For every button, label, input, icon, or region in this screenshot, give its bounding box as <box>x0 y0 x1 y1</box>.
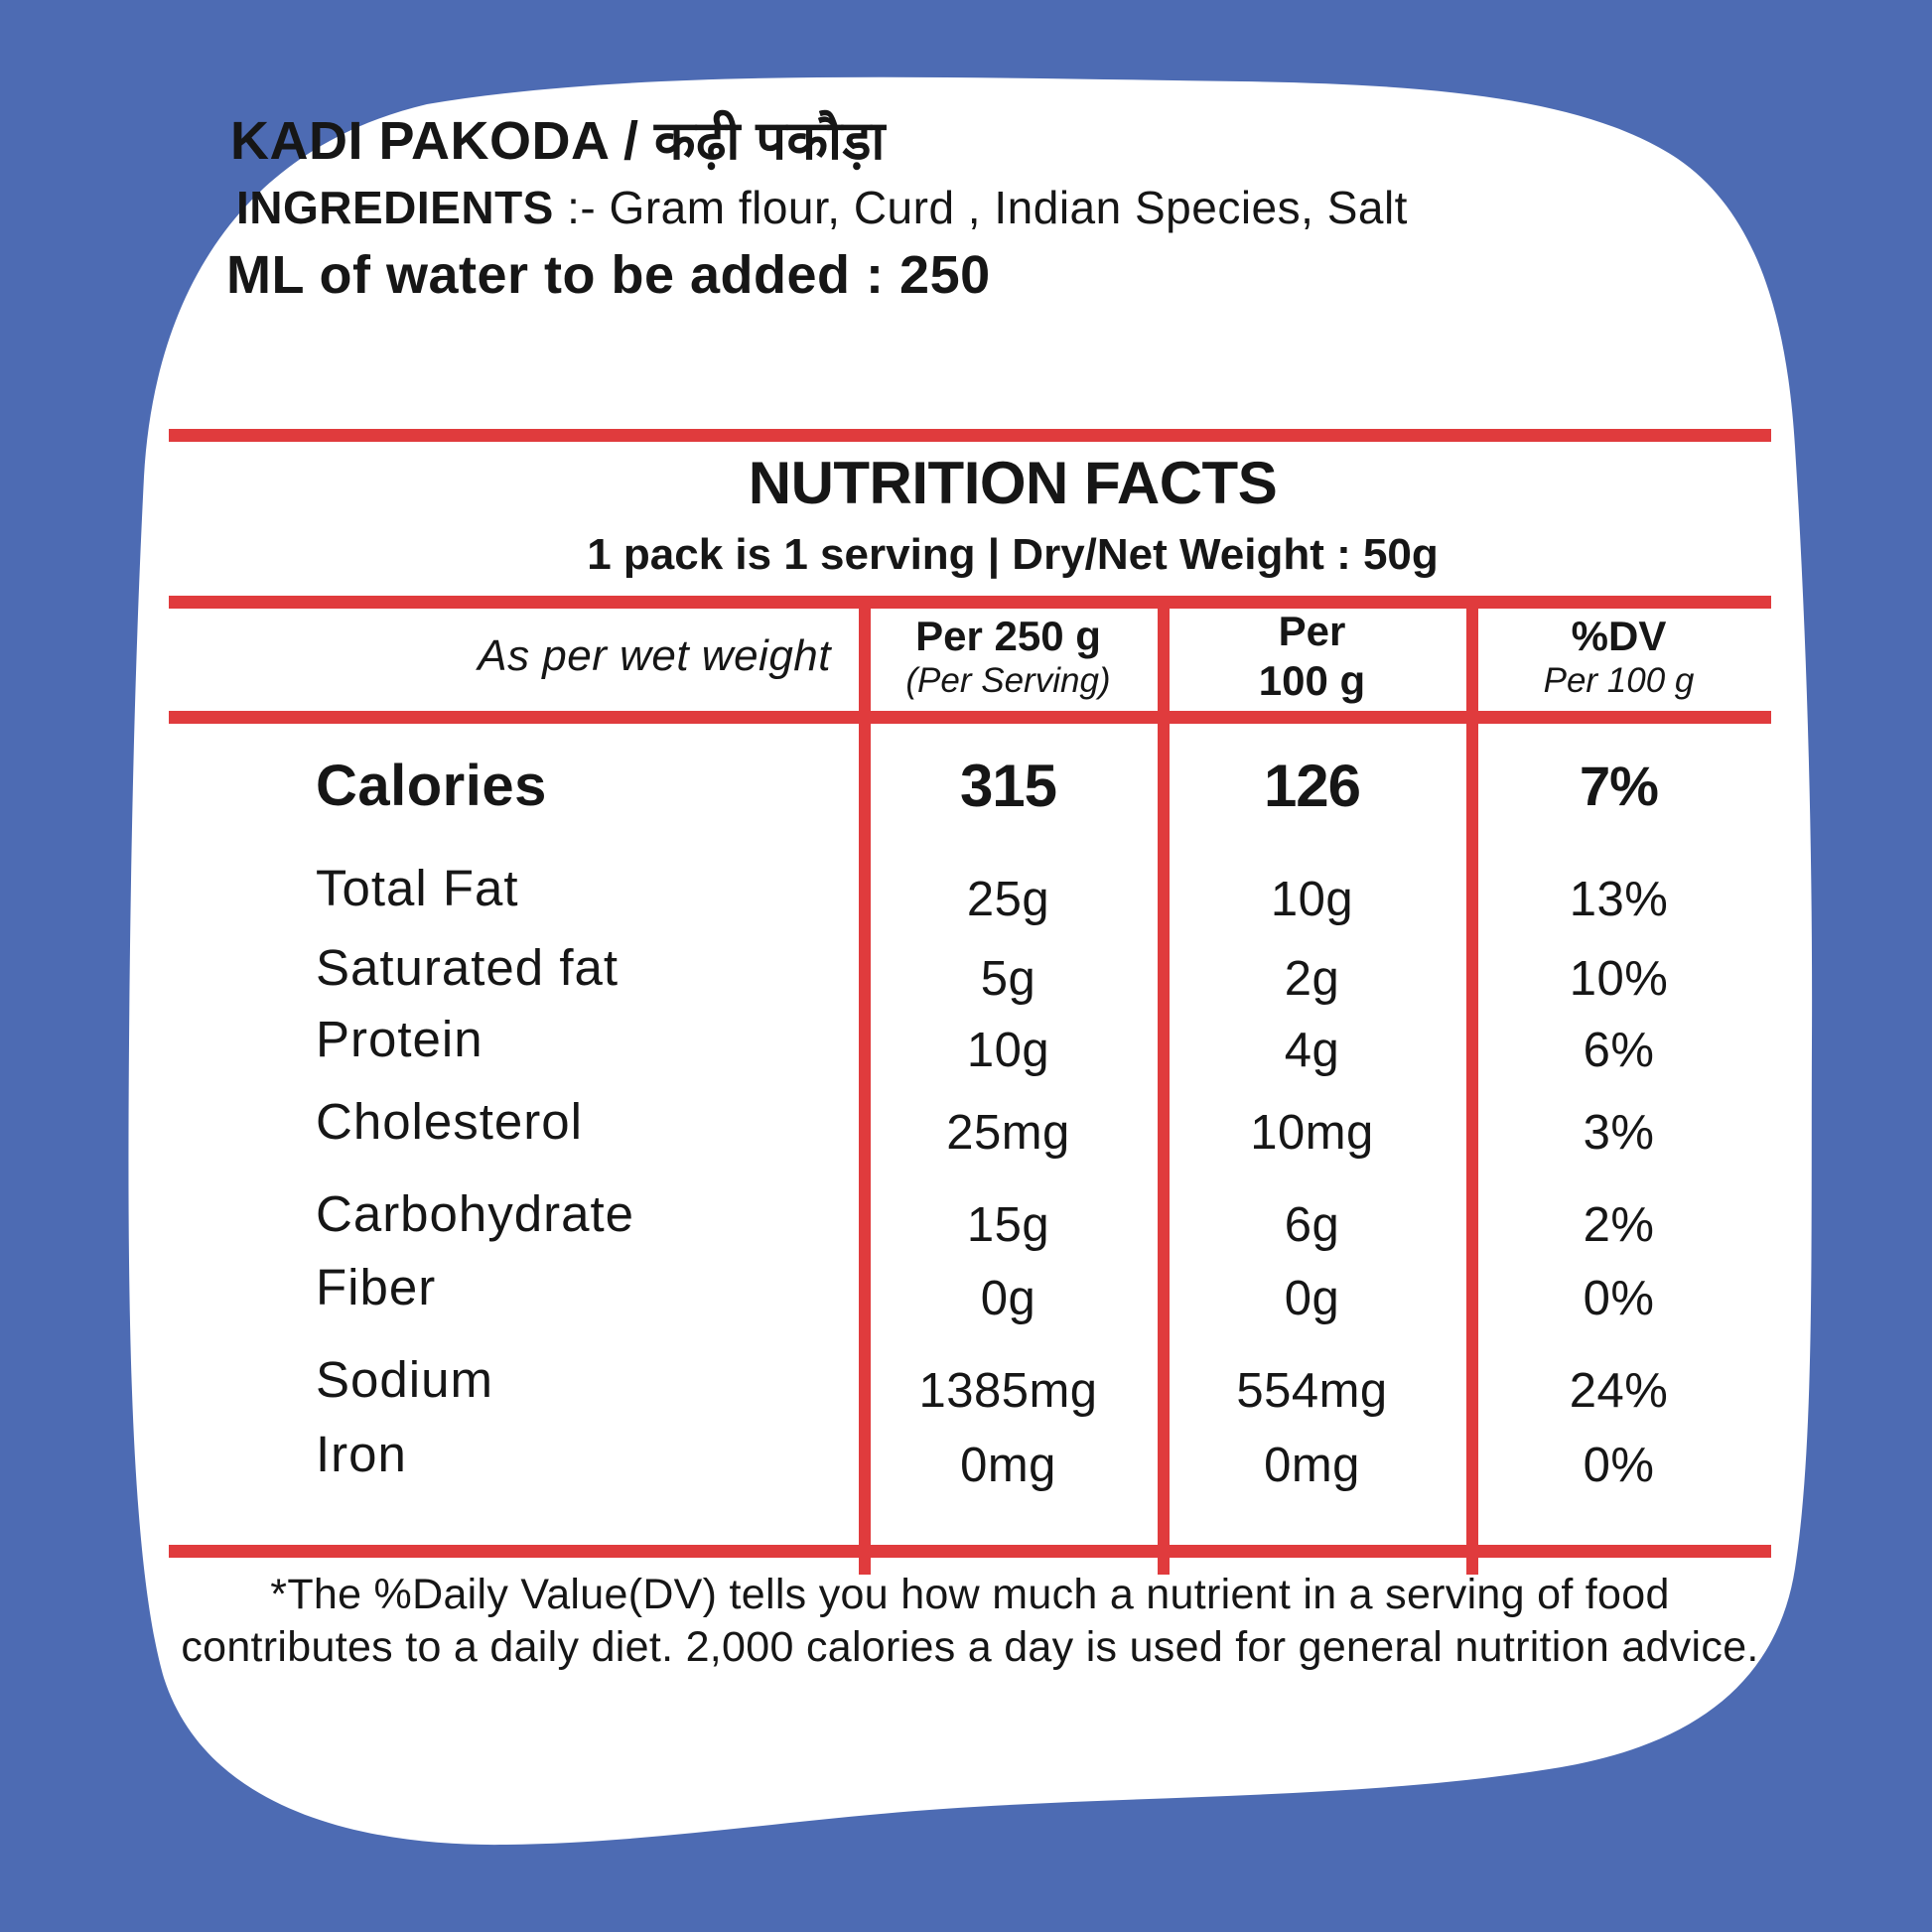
table-header-row: As per wet weight Per 250 g (Per Serving… <box>169 604 1771 709</box>
header-per-250g: Per 250 g (Per Serving) <box>859 612 1158 702</box>
column-divider-1 <box>859 596 871 1575</box>
ingredients-text: :- Gram flour, Curd , Indian Species, Sa… <box>553 182 1408 233</box>
header-dv: %DV Per 100 g <box>1466 612 1771 702</box>
nutrient-label: Cholesterol <box>316 1093 583 1150</box>
nutrient-per100: 554mg <box>1236 1363 1388 1418</box>
nutrient-dv: 3% <box>1583 1105 1655 1160</box>
table-row: Iron 0mg 0mg 0% <box>169 1425 1771 1492</box>
table-row: Total Fat 25g 10g 13% <box>169 859 1771 926</box>
product-title: KADI PAKODA / कढ़ी पकौड़ा <box>230 111 886 171</box>
nutrient-per100: 0mg <box>1264 1438 1360 1492</box>
header-dv-title: %DV <box>1571 612 1667 659</box>
calories-per100: 126 <box>1263 752 1361 819</box>
rule-top <box>169 429 1771 442</box>
table-row: Saturated fat 5g 2g 10% <box>169 938 1771 1006</box>
column-divider-3 <box>1466 596 1478 1575</box>
header-per-250g-title: Per 250 g <box>915 612 1101 659</box>
blob-shape <box>128 76 1813 1846</box>
table-row: Cholesterol 25mg 10mg 3% <box>169 1092 1771 1160</box>
nutrient-per100: 4g <box>1284 1023 1340 1077</box>
header-as-per-wet-weight: As per wet weight <box>478 631 831 681</box>
ingredients-line: INGREDIENTS :- Gram flour, Curd , Indian… <box>236 181 1408 234</box>
header-per-100g-line2: 100 g <box>1258 657 1366 704</box>
nutrient-label: Iron <box>316 1426 407 1482</box>
header-dv-sub: Per 100 g <box>1543 661 1695 701</box>
header-per-100g-line1: Per <box>1278 608 1346 655</box>
rule-header-top <box>169 596 1771 609</box>
nutrient-dv: 13% <box>1569 872 1669 926</box>
calories-per250: 315 <box>959 752 1057 819</box>
nutrient-per100: 6g <box>1284 1197 1340 1252</box>
nutrient-per250: 5g <box>980 951 1036 1006</box>
nutrient-label: Protein <box>316 1011 483 1067</box>
nutrient-per250: 15g <box>966 1197 1050 1252</box>
nutrient-per100: 10mg <box>1250 1105 1374 1160</box>
nutrient-dv: 0% <box>1583 1438 1655 1492</box>
calories-row: Calories 315 126 7% <box>169 743 1771 828</box>
serving-info: 1 pack is 1 serving | Dry/Net Weight : 5… <box>587 530 1439 579</box>
table-row: Protein 10g 4g 6% <box>169 1010 1771 1077</box>
table-row: Fiber 0g 0g 0% <box>169 1258 1771 1325</box>
rule-header-bottom <box>169 711 1771 724</box>
column-divider-2 <box>1158 596 1170 1575</box>
nutrient-per250: 25g <box>966 872 1050 926</box>
nutrient-per250: 1385mg <box>918 1363 1098 1418</box>
dv-footnote: *The %Daily Value(DV) tells you how much… <box>181 1571 1759 1671</box>
nutrient-dv: 6% <box>1583 1023 1655 1077</box>
nutrient-per250: 10g <box>966 1023 1050 1077</box>
nutrition-facts-title: NUTRITION FACTS <box>748 450 1278 516</box>
nutrient-per100: 2g <box>1284 951 1340 1006</box>
table-row: Sodium 1385mg 554mg 24% <box>169 1350 1771 1418</box>
water-note: ML of water to be added : 250 <box>226 245 991 305</box>
nutrient-dv: 2% <box>1583 1197 1655 1252</box>
calories-dv: 7% <box>1580 754 1659 817</box>
nutrient-dv: 24% <box>1569 1363 1669 1418</box>
nutrient-label: Sodium <box>316 1351 493 1408</box>
calories-label: Calories <box>316 753 547 818</box>
rule-bottom <box>169 1545 1771 1558</box>
nutrient-label: Saturated fat <box>316 939 620 996</box>
nutrient-per250: 0g <box>980 1271 1036 1325</box>
header-per-serving-sub: (Per Serving) <box>905 661 1111 701</box>
nutrient-per100: 10g <box>1270 872 1354 926</box>
table-row: Carbohydrate 15g 6g 2% <box>169 1184 1771 1252</box>
nutrient-label: Carbohydrate <box>316 1185 635 1242</box>
nutrient-dv: 0% <box>1583 1271 1655 1325</box>
ingredients-label: INGREDIENTS <box>236 182 554 233</box>
nutrient-label: Total Fat <box>316 860 519 916</box>
nutrient-dv: 10% <box>1569 951 1669 1006</box>
header-per-100g: Per 100 g <box>1158 607 1466 705</box>
nutrient-per250: 25mg <box>946 1105 1070 1160</box>
nutrient-per250: 0mg <box>960 1438 1056 1492</box>
nutrient-label: Fiber <box>316 1259 437 1315</box>
nutrient-per100: 0g <box>1284 1271 1340 1325</box>
